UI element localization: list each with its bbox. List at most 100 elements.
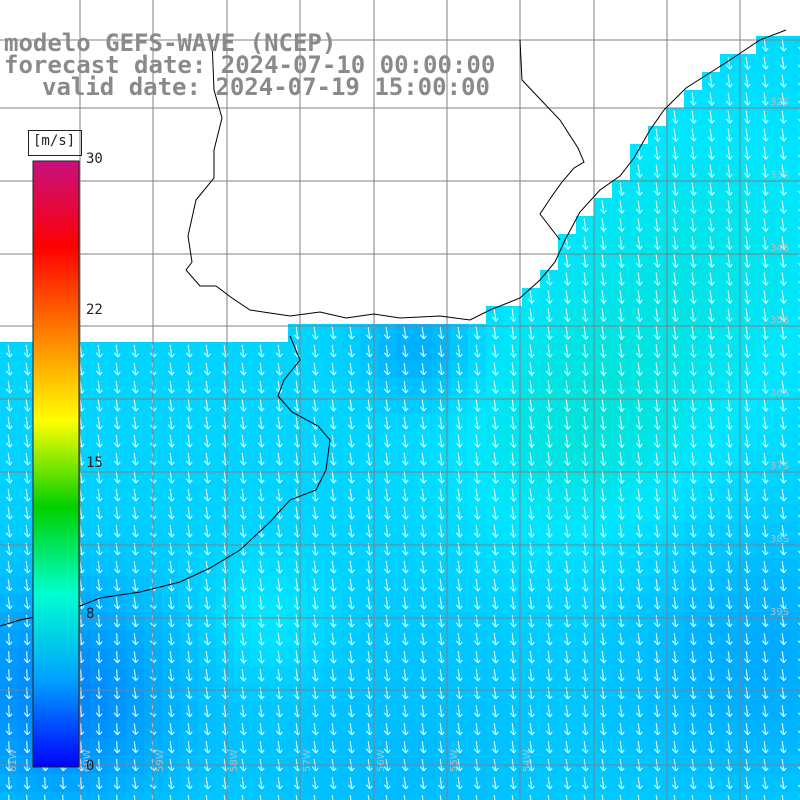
wind-arrow xyxy=(707,362,715,376)
wind-arrow xyxy=(455,452,463,466)
wind-arrow xyxy=(383,452,391,466)
wind-arrow xyxy=(491,488,499,502)
wind-arrow xyxy=(743,182,751,196)
wind-arrow xyxy=(689,416,697,430)
wind-arrow xyxy=(689,110,697,124)
colorbar xyxy=(32,160,80,768)
wind-arrow xyxy=(689,398,697,412)
colorbar-tick-8: 8 xyxy=(86,606,95,622)
wind-arrow xyxy=(779,362,787,376)
wind-arrow xyxy=(5,524,13,538)
wind-arrow xyxy=(491,416,499,430)
wind-arrow xyxy=(779,308,787,322)
wind-cell xyxy=(792,666,800,685)
wind-arrow xyxy=(797,344,800,356)
wind-arrow xyxy=(599,344,607,358)
wind-arrow xyxy=(725,470,733,484)
wind-arrow xyxy=(581,362,589,376)
wind-arrow xyxy=(761,434,769,448)
wind-arrow xyxy=(383,380,391,394)
wind-arrow xyxy=(761,380,769,394)
wind-arrow xyxy=(437,398,445,412)
wind-arrow xyxy=(473,488,481,502)
wind-arrow xyxy=(113,452,121,466)
wind-arrow xyxy=(707,398,715,412)
wind-arrow xyxy=(653,380,661,394)
wind-arrow xyxy=(419,345,427,358)
wind-arrow xyxy=(671,326,679,340)
wind-arrow xyxy=(671,128,679,142)
wind-arrow xyxy=(635,524,643,538)
wind-arrow xyxy=(131,398,139,412)
wind-arrow xyxy=(671,254,679,268)
wind-arrow xyxy=(725,308,733,322)
wind-arrow xyxy=(707,326,715,340)
wind-arrow xyxy=(383,416,391,430)
wind-cell xyxy=(612,792,631,800)
wind-arrow xyxy=(617,272,625,286)
wind-arrow xyxy=(473,470,481,484)
wind-arrow xyxy=(239,470,247,484)
wind-arrow xyxy=(725,146,733,160)
latitude-label: 36S xyxy=(770,388,789,399)
wind-arrow xyxy=(5,380,13,394)
wind-cell xyxy=(180,792,199,800)
wind-cell xyxy=(792,54,800,73)
wind-arrow xyxy=(635,470,643,484)
wind-arrow xyxy=(239,344,247,358)
wind-arrow xyxy=(455,398,463,412)
wind-arrow xyxy=(239,362,247,376)
wind-arrow xyxy=(653,398,661,412)
wind-arrow xyxy=(167,434,175,448)
wind-arrow xyxy=(725,92,733,106)
wind-arrow xyxy=(725,326,733,340)
wind-arrow xyxy=(167,470,175,484)
wind-cell xyxy=(792,522,800,541)
wind-arrow xyxy=(797,110,800,122)
wind-cell xyxy=(792,630,800,649)
wind-arrow xyxy=(113,380,121,394)
wind-arrow xyxy=(527,380,535,394)
wind-arrow xyxy=(761,344,769,358)
wind-arrow xyxy=(113,362,121,376)
wind-arrow xyxy=(311,524,319,538)
wind-arrow xyxy=(509,380,517,394)
wind-arrow xyxy=(743,218,751,232)
wind-arrow xyxy=(563,398,571,412)
wind-arrow xyxy=(419,381,427,394)
wind-arrow xyxy=(689,236,697,250)
wind-cell xyxy=(792,324,800,343)
wind-arrow xyxy=(707,218,715,232)
wind-arrow xyxy=(689,506,697,520)
wind-arrow xyxy=(347,344,355,358)
wind-arrow xyxy=(131,416,139,430)
wind-arrow xyxy=(113,506,121,520)
wind-arrow xyxy=(743,200,751,214)
wind-arrow xyxy=(365,344,373,358)
wind-arrow xyxy=(797,164,800,176)
wind-cell xyxy=(792,774,800,793)
latitude-label: 38S xyxy=(770,534,789,545)
wind-arrow xyxy=(797,308,800,320)
wind-arrow xyxy=(617,380,625,394)
wind-arrow xyxy=(365,506,373,520)
wind-arrow xyxy=(599,290,607,304)
wind-arrow xyxy=(581,290,589,304)
wind-arrow xyxy=(563,254,571,268)
wind-arrow xyxy=(797,146,800,158)
wind-arrow xyxy=(617,506,625,520)
wind-arrow xyxy=(707,416,715,430)
wind-arrow xyxy=(761,164,769,178)
wind-arrow xyxy=(239,488,247,502)
wind-arrow xyxy=(365,380,373,394)
wind-arrow xyxy=(509,452,517,466)
latitude-label: 34S xyxy=(770,243,789,254)
wind-arrow xyxy=(707,164,715,178)
wind-arrow xyxy=(671,398,679,412)
wind-arrow xyxy=(383,345,391,358)
wind-arrow xyxy=(185,434,193,448)
wind-arrow xyxy=(329,344,337,358)
wind-arrow xyxy=(581,434,589,448)
wind-arrow xyxy=(743,326,751,340)
wind-arrow xyxy=(797,272,800,284)
